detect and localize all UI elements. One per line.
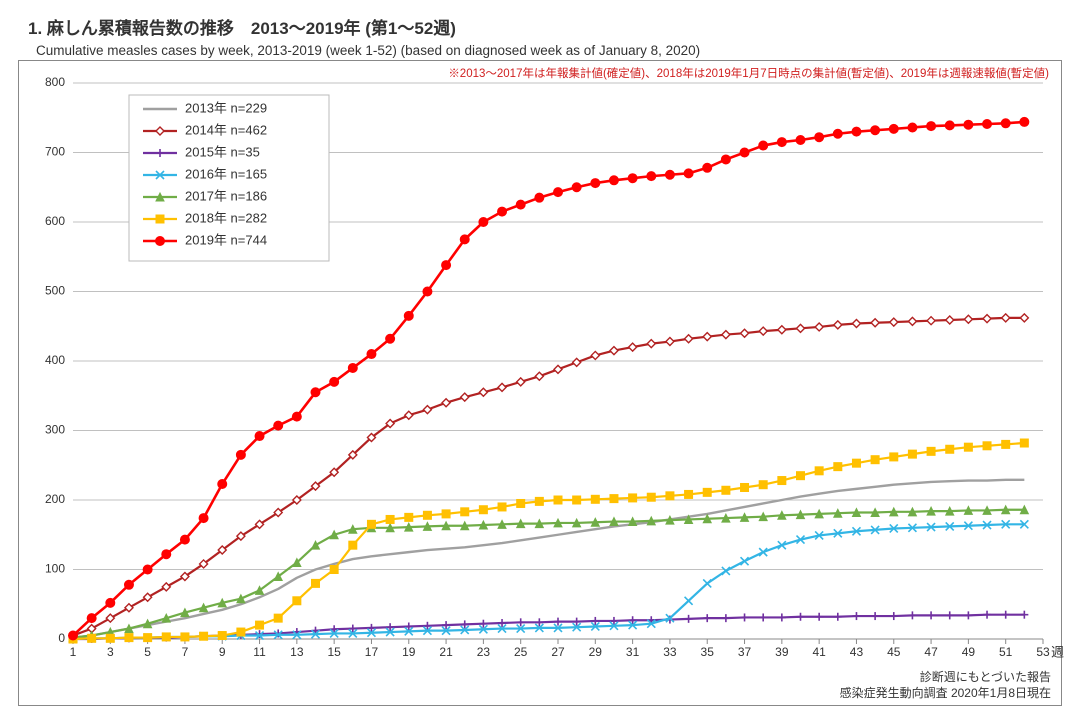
svg-text:31: 31 bbox=[626, 645, 640, 659]
footer-note: 診断週にもとづいた報告 感染症発生動向調査 2020年1月8日現在 bbox=[840, 669, 1051, 701]
svg-text:19: 19 bbox=[402, 645, 416, 659]
svg-text:1: 1 bbox=[70, 645, 77, 659]
svg-text:13: 13 bbox=[290, 645, 304, 659]
svg-text:35: 35 bbox=[701, 645, 715, 659]
svg-text:41: 41 bbox=[812, 645, 826, 659]
series bbox=[69, 314, 1028, 640]
svg-text:200: 200 bbox=[45, 492, 65, 506]
svg-text:53: 53 bbox=[1036, 645, 1050, 659]
legend: 2013年 n=229 2014年 n=462 2015年 n=35 2016年 n=… bbox=[129, 95, 329, 261]
series bbox=[69, 520, 1028, 643]
footer-line2: 感染症発生動向調査 2020年1月8日現在 bbox=[840, 685, 1051, 701]
svg-text:2016年 n=165: 2016年 n=165 bbox=[185, 166, 267, 181]
footer-line1: 診断週にもとづいた報告 bbox=[840, 669, 1051, 685]
svg-text:400: 400 bbox=[45, 353, 65, 367]
svg-text:39: 39 bbox=[775, 645, 789, 659]
svg-text:49: 49 bbox=[962, 645, 976, 659]
title-jp: 1. 麻しん累積報告数の推移 2013～2019年 (第1～52週) bbox=[28, 14, 1060, 39]
svg-text:2013年 n=229: 2013年 n=229 bbox=[185, 100, 267, 115]
svg-text:週: 週 bbox=[1051, 645, 1064, 660]
svg-text:100: 100 bbox=[45, 562, 65, 576]
title-en: Cumulative measles cases by week, 2013-2… bbox=[36, 43, 1060, 58]
svg-text:2017年 n=186: 2017年 n=186 bbox=[185, 188, 267, 203]
line-chart: 0100200300400500600700800135791113151719… bbox=[73, 83, 1043, 639]
svg-text:33: 33 bbox=[663, 645, 677, 659]
svg-text:47: 47 bbox=[924, 645, 938, 659]
svg-text:29: 29 bbox=[589, 645, 603, 659]
svg-text:3: 3 bbox=[107, 645, 114, 659]
svg-text:500: 500 bbox=[45, 284, 65, 298]
svg-text:37: 37 bbox=[738, 645, 752, 659]
svg-text:23: 23 bbox=[477, 645, 491, 659]
svg-text:43: 43 bbox=[850, 645, 864, 659]
svg-text:21: 21 bbox=[439, 645, 453, 659]
svg-text:5: 5 bbox=[144, 645, 151, 659]
svg-text:51: 51 bbox=[999, 645, 1013, 659]
svg-text:11: 11 bbox=[253, 645, 266, 659]
svg-text:0: 0 bbox=[58, 631, 65, 645]
svg-text:15: 15 bbox=[327, 645, 341, 659]
svg-text:2018年 n=282: 2018年 n=282 bbox=[185, 210, 267, 225]
svg-text:600: 600 bbox=[45, 214, 65, 228]
svg-text:17: 17 bbox=[365, 645, 379, 659]
note-red: ※2013～2017年は年報集計値(確定値)、2018年は2019年1月7日時点… bbox=[448, 65, 1049, 81]
svg-text:45: 45 bbox=[887, 645, 901, 659]
svg-text:9: 9 bbox=[219, 645, 226, 659]
svg-text:7: 7 bbox=[182, 645, 189, 659]
series bbox=[73, 480, 1024, 638]
svg-text:25: 25 bbox=[514, 645, 528, 659]
chart-frame: ※2013～2017年は年報集計値(確定値)、2018年は2019年1月7日時点… bbox=[18, 60, 1062, 706]
svg-text:27: 27 bbox=[551, 645, 565, 659]
svg-text:800: 800 bbox=[45, 75, 65, 89]
svg-text:300: 300 bbox=[45, 423, 65, 437]
svg-text:2019年 n=744: 2019年 n=744 bbox=[185, 232, 267, 247]
svg-text:700: 700 bbox=[45, 145, 65, 159]
svg-text:2014年 n=462: 2014年 n=462 bbox=[185, 122, 267, 137]
svg-text:2015年 n=35: 2015年 n=35 bbox=[185, 144, 260, 159]
